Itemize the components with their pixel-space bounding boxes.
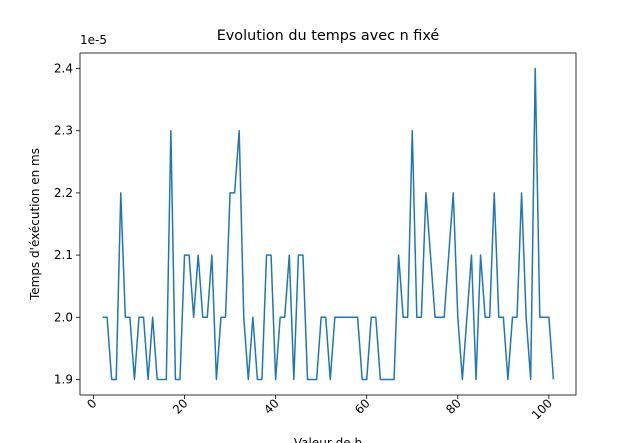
y-tick-label: 2.0 [54, 310, 73, 324]
y-axis-label: Temps d'éxécution en ms [28, 148, 42, 301]
plot-frame [79, 52, 577, 396]
x-axis-label: Valeur de b [294, 436, 362, 443]
y-offset-label: 1e-5 [80, 33, 107, 47]
x-tick-label: 100 [529, 396, 555, 422]
x-tick-label: 80 [443, 396, 464, 417]
data-line [102, 67, 555, 381]
y-tick-label: 2.3 [54, 124, 73, 138]
chart-title: Evolution du temps avec n fixé [217, 28, 440, 44]
x-tick-label: 60 [352, 396, 373, 417]
y-tick-label: 1.9 [54, 372, 73, 386]
y-tick-label: 2.4 [54, 62, 73, 76]
x-tick-label: 0 [84, 396, 99, 411]
y-tick-label: 2.2 [54, 186, 73, 200]
x-tick-label: 20 [170, 396, 191, 417]
y-tick-label: 2.1 [54, 248, 73, 262]
x-tick-label: 40 [261, 396, 282, 417]
